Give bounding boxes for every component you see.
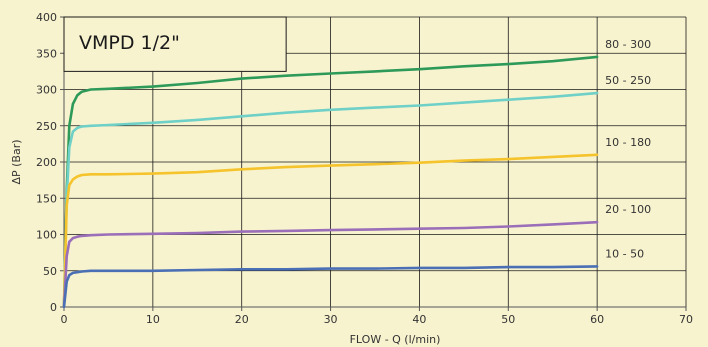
y-tick-label: 100 <box>36 229 57 242</box>
y-tick-label: 50 <box>43 265 57 278</box>
y-tick-label: 0 <box>50 301 57 314</box>
series-labels: 80 - 300 50 - 250 10 - 180 20 - 100 10 - 50 <box>605 38 651 261</box>
series-label: 10 - 180 <box>605 136 651 149</box>
x-tick-label: 10 <box>146 313 160 326</box>
x-tick-label: 0 <box>61 313 68 326</box>
series-line <box>62 265 599 309</box>
series-line <box>62 55 599 309</box>
y-axis-label: ΔP (Bar) <box>10 139 23 184</box>
x-tick-label: 50 <box>501 313 515 326</box>
series-lines <box>62 55 599 309</box>
x-tick-label: 70 <box>679 313 693 326</box>
y-tick-labels: 0 50 100 150 200 250 300 350 400 <box>36 11 57 314</box>
y-tick-label: 300 <box>36 84 57 97</box>
y-tick-label: 200 <box>36 156 57 169</box>
y-tick-label: 150 <box>36 192 57 205</box>
x-tick-label: 60 <box>590 313 604 326</box>
x-tick-label: 20 <box>235 313 249 326</box>
y-tick-label: 250 <box>36 120 57 133</box>
x-tick-labels: 0 10 20 30 40 50 60 70 <box>61 313 694 326</box>
y-tick-label: 400 <box>36 11 57 24</box>
series-line <box>62 220 599 309</box>
series-label: 80 - 300 <box>605 38 651 51</box>
title-box: VMPD 1/2" <box>63 16 287 72</box>
title-box-frame <box>63 16 287 72</box>
chart-title: VMPD 1/2" <box>79 32 180 54</box>
series-line <box>62 153 599 309</box>
series-label: 10 - 50 <box>605 247 644 260</box>
y-tick-label: 350 <box>36 47 57 60</box>
x-tick-label: 30 <box>324 313 338 326</box>
series-label: 20 - 100 <box>605 203 651 216</box>
x-tick-label: 40 <box>412 313 426 326</box>
x-axis-label: FLOW - Q (l/min) <box>350 333 441 346</box>
series-line <box>62 91 599 309</box>
series-label: 50 - 250 <box>605 74 651 87</box>
